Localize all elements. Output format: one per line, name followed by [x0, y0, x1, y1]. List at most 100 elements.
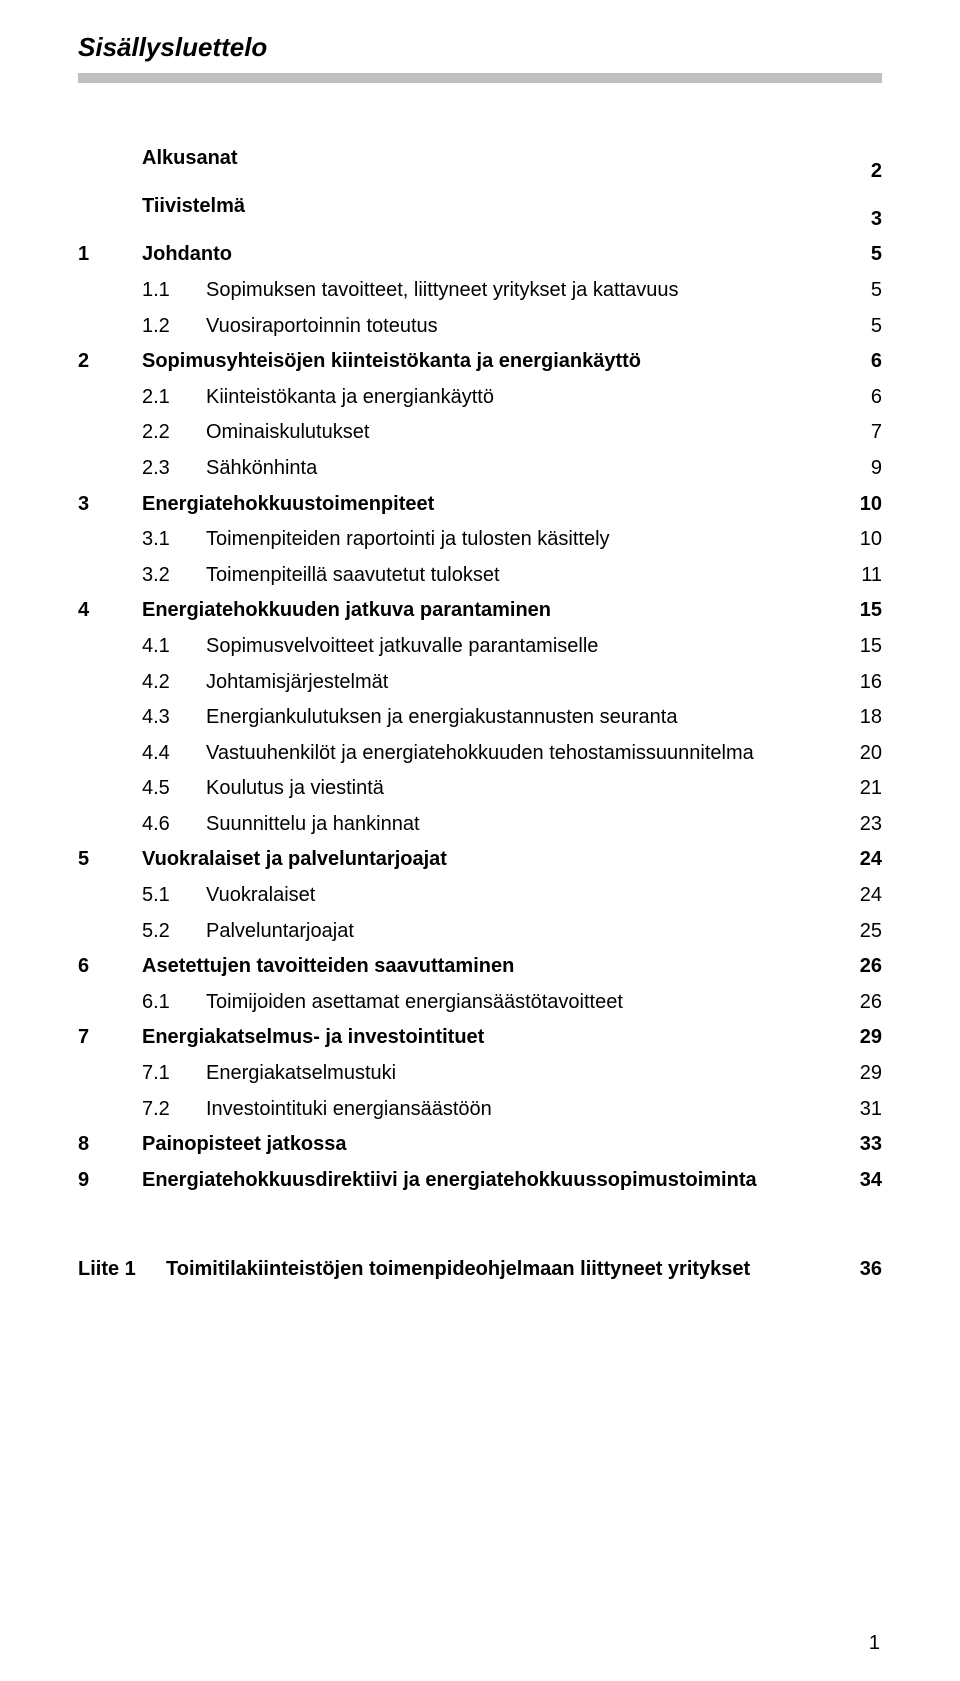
toc-label: Kiinteistökanta ja energiankäyttö [206, 380, 494, 416]
toc-row: 2Sopimusyhteisöjen kiinteistökanta ja en… [78, 344, 882, 380]
toc-row: Alkusanat 2 [78, 141, 882, 189]
toc-left: 4Energiatehokkuuden jatkuva parantaminen [78, 593, 551, 629]
toc-page: 29 [838, 1056, 882, 1092]
toc-number: 4.2 [78, 665, 206, 701]
toc-left: 6Asetettujen tavoitteiden saavuttaminen [78, 949, 514, 985]
toc-label: Energiakatselmus- ja investointituet [142, 1020, 484, 1056]
toc-row: 3Energiatehokkuustoimenpiteet 10 [78, 487, 882, 523]
toc-label: Energiatehokkuusdirektiivi ja energiateh… [142, 1163, 757, 1199]
toc-page: 15 [838, 593, 882, 629]
toc-label: Johdanto [142, 237, 232, 273]
toc-row: 7.1Energiakatselmustuki 29 [78, 1056, 882, 1092]
toc-page: 2 [838, 154, 882, 190]
page: Sisällysluettelo Alkusanat2Tiivistelmä31… [0, 0, 960, 1681]
page-title: Sisällysluettelo [78, 32, 882, 63]
toc-left: 2.2Ominaiskulutukset [78, 415, 369, 451]
toc-number: 7.2 [78, 1092, 206, 1128]
toc-label: Palveluntarjoajat [206, 914, 354, 950]
toc-left: 4.3Energiankulutuksen ja energiakustannu… [78, 700, 677, 736]
toc-number: 4.6 [78, 807, 206, 843]
toc-left: 5.1Vuokralaiset [78, 878, 315, 914]
toc-row: 4.4Vastuuhenkilöt ja energiatehokkuuden … [78, 736, 882, 772]
toc-left: 1Johdanto [78, 237, 232, 273]
toc-number: Liite 1 [78, 1252, 166, 1288]
toc-row: 2.1Kiinteistökanta ja energiankäyttö6 [78, 380, 882, 416]
toc-label: Energiakatselmustuki [206, 1056, 396, 1092]
toc-label: Sopimusvelvoitteet jatkuvalle parantamis… [206, 629, 598, 665]
toc-number: 2.2 [78, 415, 206, 451]
toc-row: 3.2Toimenpiteillä saavutetut tulokset11 [78, 558, 882, 594]
toc-row: 5Vuokralaiset ja palveluntarjoajat 24 [78, 842, 882, 878]
toc-page: 24 [838, 842, 882, 878]
toc-number: 5 [78, 842, 142, 878]
toc-row: 1Johdanto 5 [78, 237, 882, 273]
toc-number: 2 [78, 344, 142, 380]
toc-number [78, 189, 142, 225]
toc-left: 4.1Sopimusvelvoitteet jatkuvalle paranta… [78, 629, 598, 665]
toc-number: 3 [78, 487, 142, 523]
toc-number: 4.4 [78, 736, 206, 772]
toc-row: 4Energiatehokkuuden jatkuva parantaminen… [78, 593, 882, 629]
toc-number: 7 [78, 1020, 142, 1056]
toc-page: 9 [838, 451, 882, 487]
toc-page: 6 [838, 380, 882, 416]
toc-left: 7.2Investointituki energiansäästöön [78, 1092, 492, 1128]
toc-row: Liite 1 Toimitilakiinteistöjen toimenpid… [78, 1252, 882, 1288]
toc-label: Tiivistelmä [142, 189, 245, 225]
toc-label: Koulutus ja viestintä [206, 771, 384, 807]
toc-left: 2.3Sähkönhinta [78, 451, 317, 487]
toc-left: 7.1Energiakatselmustuki [78, 1056, 396, 1092]
toc-number: 2.3 [78, 451, 206, 487]
toc-label: Sopimusyhteisöjen kiinteistökanta ja ene… [142, 344, 641, 380]
toc-row: 7Energiakatselmus- ja investointituet29 [78, 1020, 882, 1056]
toc-page: 5 [838, 237, 882, 273]
toc-row: 6Asetettujen tavoitteiden saavuttaminen 2… [78, 949, 882, 985]
toc-label: Ominaiskulutukset [206, 415, 369, 451]
toc-number: 1.1 [78, 273, 206, 309]
toc-label: Alkusanat [142, 141, 238, 177]
toc-left: 5.2Palveluntarjoajat [78, 914, 354, 950]
toc-row: 4.6Suunnittelu ja hankinnat23 [78, 807, 882, 843]
toc-label: Toimenpiteiden raportointi ja tulosten k… [206, 522, 610, 558]
toc-label: Sopimuksen tavoitteet, liittyneet yrityk… [206, 273, 678, 309]
toc-row: 4.2Johtamisjärjestelmät 16 [78, 665, 882, 701]
toc-page: 26 [838, 949, 882, 985]
table-of-contents: Alkusanat2Tiivistelmä31Johdanto51.1Sopim… [78, 141, 882, 1198]
toc-left: 3Energiatehokkuustoimenpiteet [78, 487, 434, 523]
toc-row: 7.2Investointituki energiansäästöön 31 [78, 1092, 882, 1128]
toc-label: Toimitilakiinteistöjen toimenpideohjelma… [166, 1252, 750, 1288]
toc-row: Tiivistelmä 3 [78, 189, 882, 237]
toc-number [78, 141, 142, 177]
toc-row: 5.2Palveluntarjoajat 25 [78, 914, 882, 950]
toc-label: Vuokralaiset [206, 878, 315, 914]
toc-row: 8Painopisteet jatkossa33 [78, 1127, 882, 1163]
toc-number: 4.5 [78, 771, 206, 807]
toc-label: Toimenpiteillä saavutetut tulokset [206, 558, 500, 594]
toc-left: 5Vuokralaiset ja palveluntarjoajat [78, 842, 447, 878]
toc-row: 6.1Toimijoiden asettamat energiansäästöt… [78, 985, 882, 1021]
toc-row: 4.5Koulutus ja viestintä 21 [78, 771, 882, 807]
toc-number: 4.3 [78, 700, 206, 736]
toc-row: 1.1Sopimuksen tavoitteet, liittyneet yri… [78, 273, 882, 309]
toc-page: 16 [838, 665, 882, 701]
toc-page: 15 [838, 629, 882, 665]
toc-label: Energiankulutuksen ja energiakustannuste… [206, 700, 677, 736]
toc-number: 6 [78, 949, 142, 985]
toc-page: 3 [838, 202, 882, 238]
toc-left: 2Sopimusyhteisöjen kiinteistökanta ja en… [78, 344, 641, 380]
toc-page: 26 [838, 985, 882, 1021]
toc-left: 3.2Toimenpiteillä saavutetut tulokset [78, 558, 500, 594]
toc-left: 1.2Vuosiraportoinnin toteutus [78, 309, 438, 345]
toc-number: 1 [78, 237, 142, 273]
toc-page: 21 [838, 771, 882, 807]
toc-label: Johtamisjärjestelmät [206, 665, 388, 701]
toc-page: 24 [838, 878, 882, 914]
toc-page: 25 [838, 914, 882, 950]
toc-page: 6 [838, 344, 882, 380]
toc-page: 7 [838, 415, 882, 451]
page-number: 1 [869, 1632, 880, 1655]
toc-left: 9Energiatehokkuusdirektiivi ja energiate… [78, 1163, 757, 1199]
toc-page: 10 [838, 487, 882, 523]
toc-page: 31 [838, 1092, 882, 1128]
title-block: Sisällysluettelo [78, 32, 882, 83]
